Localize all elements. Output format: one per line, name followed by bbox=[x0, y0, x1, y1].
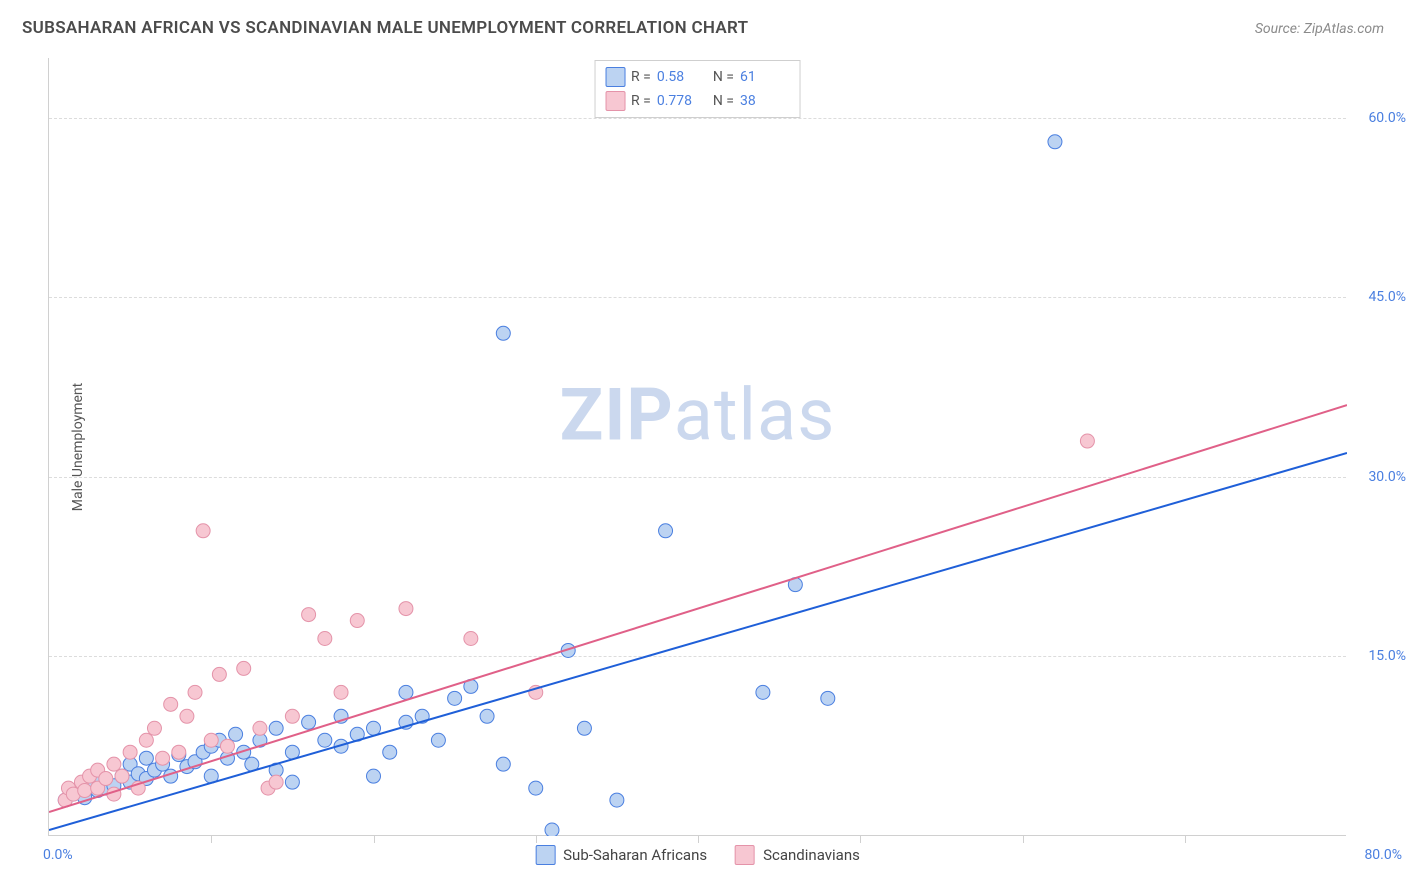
data-point bbox=[139, 733, 153, 747]
data-point bbox=[302, 608, 316, 622]
data-point bbox=[156, 751, 170, 765]
data-point bbox=[123, 745, 137, 759]
data-point bbox=[220, 739, 234, 753]
data-point bbox=[164, 697, 178, 711]
data-point bbox=[253, 721, 267, 735]
chart-source: Source: ZipAtlas.com bbox=[1255, 21, 1384, 37]
data-point bbox=[367, 769, 381, 783]
y-tick-label: 15.0% bbox=[1368, 648, 1406, 664]
data-point bbox=[545, 823, 559, 836]
y-tick-label: 45.0% bbox=[1368, 289, 1406, 305]
data-point bbox=[821, 691, 835, 705]
data-point bbox=[334, 685, 348, 699]
data-point bbox=[367, 721, 381, 735]
x-tick bbox=[211, 835, 212, 843]
scatter-chart bbox=[49, 58, 1347, 836]
trend-line bbox=[49, 405, 1347, 812]
trend-line bbox=[49, 453, 1347, 830]
data-point bbox=[383, 745, 397, 759]
swatch-series-1 bbox=[605, 91, 625, 111]
data-point bbox=[431, 733, 445, 747]
data-point bbox=[139, 751, 153, 765]
chart-title: SUBSAHARAN AFRICAN VS SCANDINAVIAN MALE … bbox=[22, 18, 748, 38]
data-point bbox=[610, 793, 624, 807]
data-point bbox=[318, 733, 332, 747]
data-point bbox=[448, 691, 462, 705]
data-point bbox=[229, 727, 243, 741]
data-point bbox=[496, 757, 510, 771]
data-point bbox=[172, 745, 186, 759]
data-point bbox=[302, 715, 316, 729]
plot-area: ZIPatlas 15.0%30.0%45.0%60.0% R = 0.58 N… bbox=[48, 58, 1346, 836]
data-point bbox=[318, 632, 332, 646]
x-tick bbox=[698, 835, 699, 843]
series-legend: Sub-Saharan Africans Scandinavians bbox=[535, 845, 860, 865]
x-axis-max-label: 80.0% bbox=[1364, 847, 1402, 863]
data-point bbox=[496, 326, 510, 340]
x-tick bbox=[860, 835, 861, 843]
data-point bbox=[99, 772, 113, 786]
swatch-icon bbox=[735, 845, 755, 865]
data-point bbox=[188, 685, 202, 699]
data-point bbox=[756, 685, 770, 699]
data-point bbox=[180, 709, 194, 723]
data-point bbox=[107, 757, 121, 771]
data-point bbox=[147, 721, 161, 735]
data-point bbox=[237, 661, 251, 675]
data-point bbox=[464, 632, 478, 646]
data-point bbox=[269, 721, 283, 735]
y-tick-label: 30.0% bbox=[1368, 469, 1406, 485]
x-tick bbox=[536, 835, 537, 843]
chart-header: SUBSAHARAN AFRICAN VS SCANDINAVIAN MALE … bbox=[0, 0, 1406, 50]
legend-row-series-1: R = 0.778 N = 38 bbox=[605, 89, 790, 113]
data-point bbox=[285, 709, 299, 723]
legend-item-series-1: Scandinavians bbox=[735, 845, 860, 865]
data-point bbox=[285, 775, 299, 789]
data-point bbox=[78, 784, 92, 798]
data-point bbox=[204, 733, 218, 747]
data-point bbox=[659, 524, 673, 538]
data-point bbox=[577, 721, 591, 735]
data-point bbox=[1080, 434, 1094, 448]
legend-item-series-0: Sub-Saharan Africans bbox=[535, 845, 707, 865]
x-tick bbox=[1185, 835, 1186, 843]
data-point bbox=[212, 667, 226, 681]
swatch-series-0 bbox=[605, 67, 625, 87]
x-axis-min-label: 0.0% bbox=[43, 847, 73, 863]
x-tick bbox=[374, 835, 375, 843]
data-point bbox=[480, 709, 494, 723]
y-tick-label: 60.0% bbox=[1368, 110, 1406, 126]
legend-row-series-0: R = 0.58 N = 61 bbox=[605, 65, 790, 89]
data-point bbox=[399, 685, 413, 699]
x-tick bbox=[1023, 835, 1024, 843]
data-point bbox=[399, 602, 413, 616]
correlation-legend: R = 0.58 N = 61 R = 0.778 N = 38 bbox=[594, 60, 801, 118]
plot-wrap: Male Unemployment ZIPatlas 15.0%30.0%45.… bbox=[48, 58, 1346, 836]
data-point bbox=[1048, 135, 1062, 149]
data-point bbox=[269, 775, 283, 789]
data-point bbox=[350, 614, 364, 628]
swatch-icon bbox=[535, 845, 555, 865]
data-point bbox=[115, 769, 129, 783]
data-point bbox=[529, 781, 543, 795]
data-point bbox=[196, 524, 210, 538]
